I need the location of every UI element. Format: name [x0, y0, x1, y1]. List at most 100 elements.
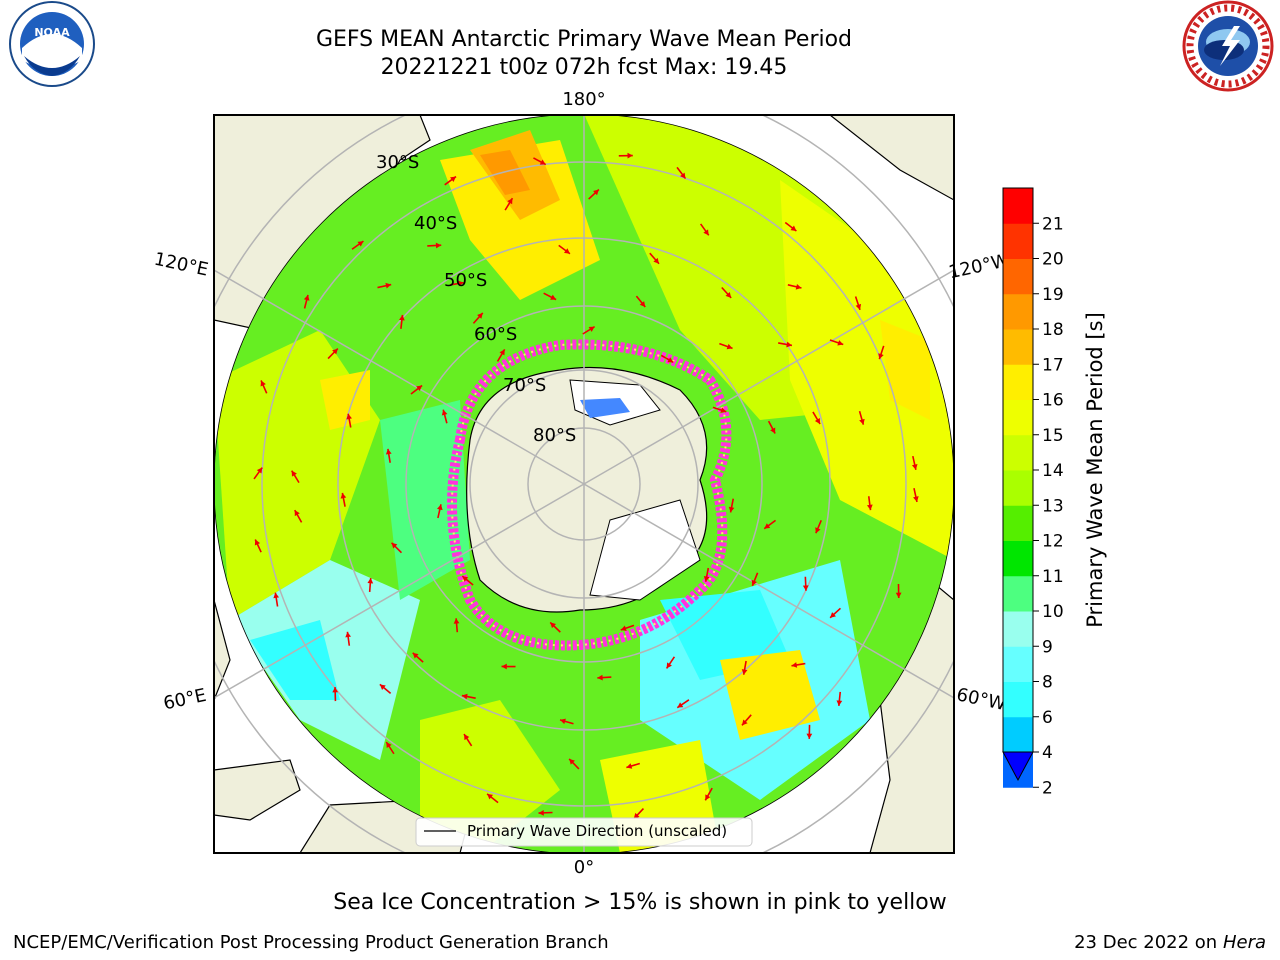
wave-arrow-head	[367, 578, 374, 584]
colorbar-block	[1003, 188, 1033, 224]
lat-label-70s: 70°S	[503, 375, 546, 396]
colorbar-tick-label: 11	[1042, 567, 1064, 587]
wave-arrow-head	[550, 622, 557, 629]
wave-arrow-head	[791, 662, 798, 668]
wave-arrow-head	[385, 448, 392, 455]
wave-arrow-head	[345, 631, 351, 638]
lat-label-30s: 30°S	[376, 152, 419, 173]
wave-arrow-head	[501, 663, 507, 670]
wave-arrow-head	[416, 385, 423, 391]
legend: Primary Wave Direction (unscaled)	[415, 817, 753, 847]
legend-label: Primary Wave Direction (unscaled)	[467, 822, 727, 840]
colorbar-block	[1003, 716, 1033, 753]
colorbar-tick-label: 16	[1042, 391, 1064, 411]
wave-arrow-head	[866, 504, 873, 511]
wave-arrow-head	[667, 357, 674, 363]
wave-arrow-head	[911, 464, 918, 470]
wave-arrow-head	[830, 612, 836, 618]
wave-arrow-head	[462, 576, 469, 582]
colorbar-block	[1003, 258, 1033, 295]
wave-arrow-head	[332, 687, 339, 693]
colorbar-tick-label: 21	[1042, 214, 1064, 234]
lon-label-0: 0°	[574, 857, 594, 878]
lat-label-80s: 80°S	[533, 425, 576, 446]
svg-text:NOAA: NOAA	[34, 26, 70, 39]
colorbar-block	[1003, 434, 1033, 471]
footer-date: 23 Dec 2022 on Hera	[1074, 932, 1266, 953]
wave-arrow-head	[538, 809, 544, 816]
wave-arrow-head	[379, 684, 386, 690]
wave-arrow-head	[437, 504, 443, 511]
lat-label-40s: 40°S	[414, 213, 457, 234]
wave-arrow-head	[741, 669, 748, 675]
colorbar-block	[1003, 364, 1033, 400]
colorbar-label: Primary Wave Mean Period [s]	[1083, 312, 1107, 628]
chart-title: GEFS MEAN Antarctic Primary Wave Mean Pe…	[315, 27, 853, 52]
lat-label-60s: 60°S	[474, 324, 517, 345]
wave-arrow-head	[399, 314, 405, 321]
colorbar-tick-label: 19	[1042, 285, 1064, 305]
wave-arrow-head	[588, 326, 595, 332]
wave-arrow-head	[786, 341, 792, 348]
wave-arrow-head	[720, 407, 727, 413]
colorbar-tick-label: 17	[1042, 355, 1064, 375]
colorbar-block	[1003, 681, 1033, 718]
wave-arrow-head	[597, 674, 603, 681]
wave-arrow-head	[895, 592, 902, 598]
colorbar-block	[1003, 399, 1033, 436]
wave-arrow-head	[677, 702, 684, 708]
wave-arrow-head	[569, 758, 575, 765]
wave-arrow-head	[703, 576, 710, 582]
graticule	[214, 115, 954, 853]
wave-arrow-head	[764, 523, 771, 529]
wave-arrow-head	[855, 303, 862, 310]
wave-arrow-head	[680, 172, 686, 179]
wave-arrow-head	[464, 734, 470, 741]
colorbar-blocks	[1003, 188, 1033, 788]
colorbar-block	[1003, 329, 1033, 365]
wave-arrow-head	[254, 539, 261, 546]
wave-arrow-head	[639, 301, 646, 308]
colorbar-block	[1003, 223, 1033, 259]
noaa-logo: NOAA	[9, 1, 95, 87]
colorbar-tick-label: 2	[1042, 778, 1053, 798]
wave-arrow-head	[560, 718, 566, 725]
wave-arrow-head	[453, 618, 460, 624]
colorbar-tick-label: 12	[1042, 532, 1064, 552]
wave-arrow-head	[458, 280, 464, 287]
wave-arrow-head	[340, 492, 347, 499]
wave-arrow-head	[260, 380, 266, 387]
wave-arrow-head	[666, 662, 672, 669]
wave-arrow-head	[256, 467, 263, 474]
wave-arrow-head	[795, 284, 802, 290]
wave-arrow-head	[435, 242, 442, 249]
colorbar-block	[1003, 540, 1033, 577]
wave-arrow-head	[741, 719, 748, 726]
wave-arrow-head	[332, 348, 338, 355]
wave-arrow-head	[653, 257, 660, 264]
footer-date-text: 23 Dec 2022 on	[1074, 932, 1218, 953]
wave-arrow-head	[357, 241, 364, 247]
wave-arrow-head	[878, 353, 884, 360]
wave-arrow-head	[507, 198, 513, 205]
sea-ice-edge	[447, 339, 732, 651]
wave-arrow-head	[802, 585, 809, 591]
colorbar-tick-label: 6	[1042, 708, 1053, 728]
wave-arrow-head	[346, 413, 352, 420]
latitude-labels: 30°S 40°S 50°S 60°S 70°S 80°S	[376, 152, 576, 446]
wave-arrow-head	[391, 542, 398, 549]
wave-arrow-head	[770, 427, 776, 434]
wave-direction-arrows	[253, 152, 919, 820]
colorbar-tick-label: 9	[1042, 637, 1053, 657]
wave-arrow-head	[450, 176, 457, 182]
wave-arrow-head	[499, 349, 505, 356]
wave-arrow-head	[859, 418, 865, 425]
wave-arrow-head	[837, 340, 844, 346]
wave-arrow-head	[814, 418, 821, 425]
colorbar-block	[1003, 575, 1033, 612]
wave-arrow-head	[385, 282, 392, 289]
wave-arrow-head	[441, 409, 448, 416]
colorbar-tick-label: 14	[1042, 461, 1064, 481]
colorbar: 2 4 6 8 9 10 11 12 13 14 15 16 17 18 19 20 21 Primary Wa…	[1002, 187, 1107, 798]
wave-arrow-head	[806, 733, 813, 739]
